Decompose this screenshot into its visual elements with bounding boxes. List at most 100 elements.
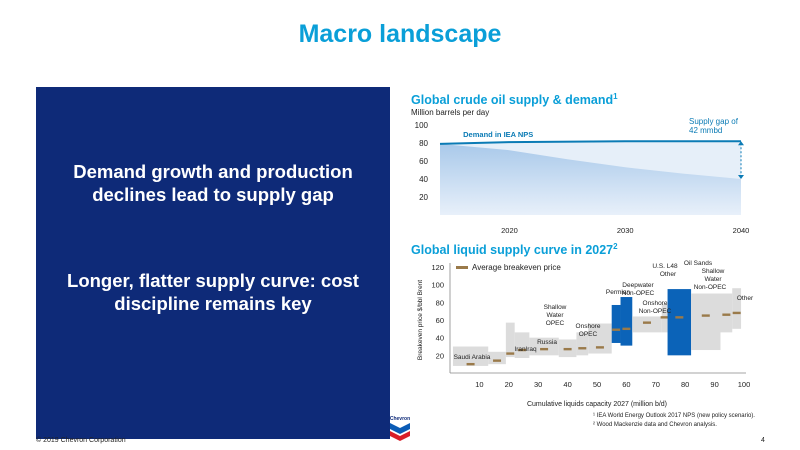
breakeven-marker (732, 311, 741, 315)
supply-demand-y-unit: Million barrels per day (411, 108, 490, 117)
segment-label: Saudi Arabia (454, 354, 491, 361)
supply-segment-bar (452, 346, 489, 366)
y-tick-label: 40 (419, 175, 428, 184)
breakeven-marker (578, 347, 587, 350)
statement-supply-curve: Longer, flatter supply curve: cost disci… (36, 269, 390, 315)
supply-segment-bar (505, 322, 515, 358)
breakeven-marker (493, 359, 502, 362)
supply-curve-chart-title: Global liquid supply curve in 20272 (411, 242, 618, 257)
segment-label-line: Deepwater (622, 282, 654, 289)
breakeven-marker (701, 314, 710, 317)
demand-series-label: Demand in IEA NPS (463, 130, 533, 139)
x-tick-label: 100 (738, 380, 751, 389)
statement-line: Demand growth and production (73, 161, 353, 182)
x-tick-label: 80 (681, 380, 689, 389)
segment-label-line: U.S. L48 (652, 263, 678, 270)
footnote-2: ² Wood Mackenzie data and Chevron analys… (593, 422, 717, 428)
chevron-logo: Chevron (390, 416, 410, 441)
x-tick-label: 90 (710, 380, 718, 389)
segment-label-line: Saudi Arabia (454, 354, 491, 361)
segment-label-line: Iraq (525, 346, 537, 353)
supply-demand-chart-title: Global crude oil supply & demand1 (411, 92, 618, 107)
breakeven-marker (722, 313, 731, 316)
breakeven-marker (660, 316, 669, 319)
breakeven-marker (612, 328, 621, 331)
statement-supply-gap: Demand growth and production declines le… (36, 160, 390, 206)
x-tick-label: 40 (563, 380, 571, 389)
segment-label: Shallow Water OPEC (544, 304, 567, 327)
supply-segment-bar (667, 289, 692, 356)
supply-segment-bar (732, 288, 742, 329)
segment-label-line: Other (737, 295, 754, 302)
segment-label: Shallow Water Non-OPEC (694, 268, 727, 291)
breakeven-marker (675, 316, 684, 319)
footnote-1: ¹ IEA World Energy Outlook 2017 NPS (new… (593, 413, 755, 419)
copyright: © 2019 Chevron Corporation (36, 437, 126, 444)
y-tick-label: 100 (415, 121, 429, 130)
breakeven-marker (506, 352, 515, 355)
x-tick-label: 2040 (733, 226, 750, 235)
legend-label: Average breakeven price (472, 263, 561, 272)
supply-segment-bar (691, 293, 721, 351)
supply-segment-bar (620, 297, 633, 346)
segment-label: Iraq (525, 346, 537, 353)
y-tick-label: 80 (419, 139, 428, 148)
footnote-ref: 1 (613, 92, 618, 101)
y-tick-label: 80 (436, 298, 444, 307)
segment-label-line: OPEC (579, 331, 598, 338)
segment-label-line: Iran (514, 346, 526, 353)
supply-area (440, 143, 741, 215)
breakeven-marker (540, 347, 549, 351)
x-axis-label: Cumulative liquids capacity 2027 (millio… (527, 401, 667, 408)
supply-segment-bar (576, 332, 589, 356)
segment-label-line: Onshore (643, 300, 668, 307)
segment-label-line: Permian (606, 289, 631, 296)
segment-label: Russia (537, 339, 557, 346)
segment-label: Deepwater Non-OPEC (622, 282, 655, 297)
supply-segment-bar (588, 323, 612, 354)
gap-arrow-head-bottom (738, 175, 744, 179)
y-tick-label: 20 (419, 193, 428, 202)
y-tick-label: 20 (436, 351, 444, 360)
y-tick-label: 40 (436, 334, 444, 343)
segment-label-line: Non-OPEC (639, 308, 672, 315)
y-tick-label: 60 (419, 157, 428, 166)
y-axis-label: Breakeven price $/bbl Brent (417, 280, 424, 360)
breakeven-marker (518, 348, 527, 352)
segment-label-line: Water (704, 276, 722, 283)
segment-label-line: Non-OPEC (694, 284, 727, 291)
y-tick-label: 60 (436, 316, 444, 325)
x-tick-label: 20 (505, 380, 513, 389)
segment-label-line: Non-OPEC (622, 290, 655, 297)
segment-label-line: Shallow (702, 268, 725, 275)
segment-label-line: Shallow (544, 304, 567, 311)
supply-segment-bar (632, 316, 662, 333)
segment-label: Iran (514, 346, 526, 353)
segment-label-line: Other (660, 271, 677, 278)
segment-label: Oil Sands (684, 260, 713, 267)
page-title: Macro landscape (298, 20, 502, 48)
page-number: 4 (761, 437, 765, 444)
supply-segment-bar (488, 351, 506, 365)
breakeven-marker (595, 346, 604, 349)
x-tick-label: 50 (593, 380, 601, 389)
x-tick-label: 70 (652, 380, 660, 389)
x-tick-label: 2030 (617, 226, 634, 235)
breakeven-marker (622, 327, 631, 331)
x-tick-label: 10 (475, 380, 483, 389)
chart-title-text: Global crude oil supply & demand (411, 93, 614, 108)
breakeven-marker (563, 347, 572, 351)
segment-label-line: Oil Sands (684, 260, 713, 267)
statement-line: Longer, flatter supply curve: cost (67, 270, 359, 291)
statement-line: declines lead to supply gap (92, 184, 334, 205)
segment-label-line: OPEC (546, 320, 565, 327)
segment-label: Onshore OPEC (576, 323, 601, 338)
segment-label-line: Water (546, 312, 564, 319)
supply-segment-bar (720, 293, 733, 333)
key-messages-panel: Demand growth and production declines le… (36, 87, 390, 439)
supply-segment-bar (514, 332, 530, 358)
supply-segment-bar (529, 337, 559, 356)
x-tick-label: 2020 (501, 226, 518, 235)
segment-label-line: Onshore (576, 323, 601, 330)
